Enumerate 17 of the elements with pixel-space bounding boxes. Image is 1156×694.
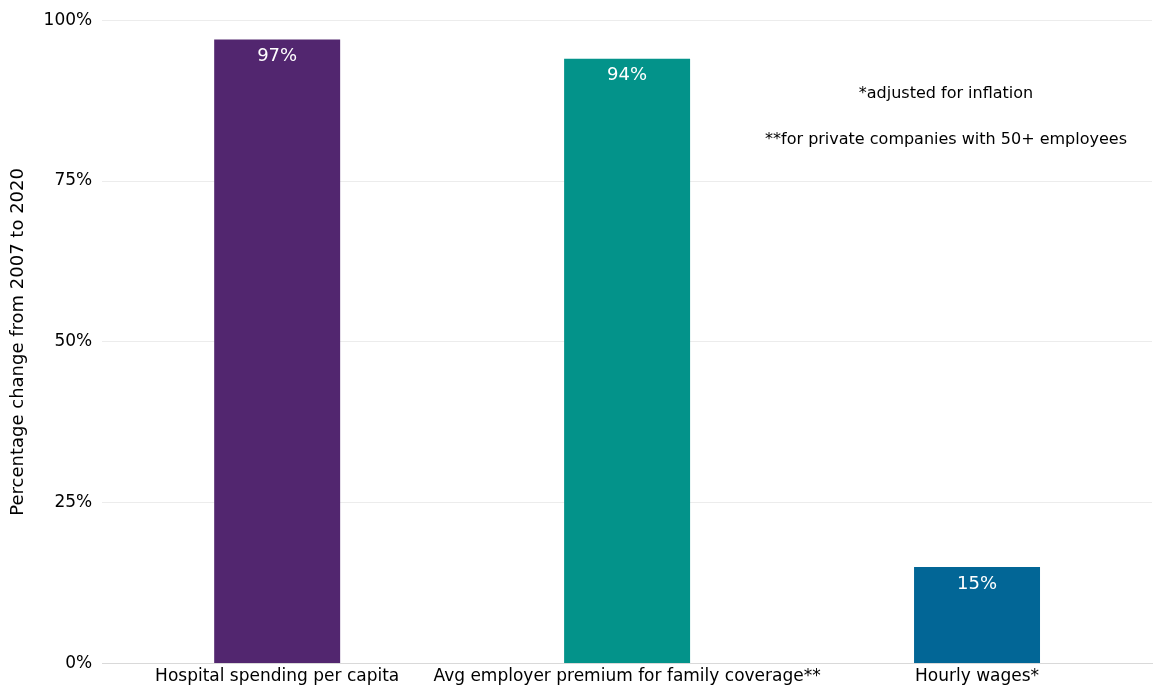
bar bbox=[564, 58, 691, 664]
x-tick-label: Hospital spending per capita bbox=[155, 665, 400, 686]
y-axis-title: Percentage change from 2007 to 2020 bbox=[6, 168, 28, 516]
y-tick-label: 100% bbox=[43, 8, 93, 29]
data-label: 94% bbox=[607, 63, 648, 85]
y-tick-label: 0% bbox=[65, 652, 93, 673]
y-tick-label: 75% bbox=[54, 169, 93, 190]
data-label: 97% bbox=[257, 44, 298, 66]
bar bbox=[214, 39, 341, 664]
x-tick-label: Hourly wages* bbox=[914, 665, 1040, 686]
y-tick-label: 25% bbox=[54, 491, 93, 512]
annotation: **for private companies with 50+ employees bbox=[765, 129, 1127, 149]
bar bbox=[914, 567, 1041, 664]
annotation: *adjusted for inflation bbox=[858, 83, 1034, 103]
y-tick-label: 50% bbox=[54, 330, 93, 351]
data-label: 15% bbox=[957, 571, 998, 593]
x-tick-label: Avg employer premium for family coverage** bbox=[433, 665, 821, 686]
